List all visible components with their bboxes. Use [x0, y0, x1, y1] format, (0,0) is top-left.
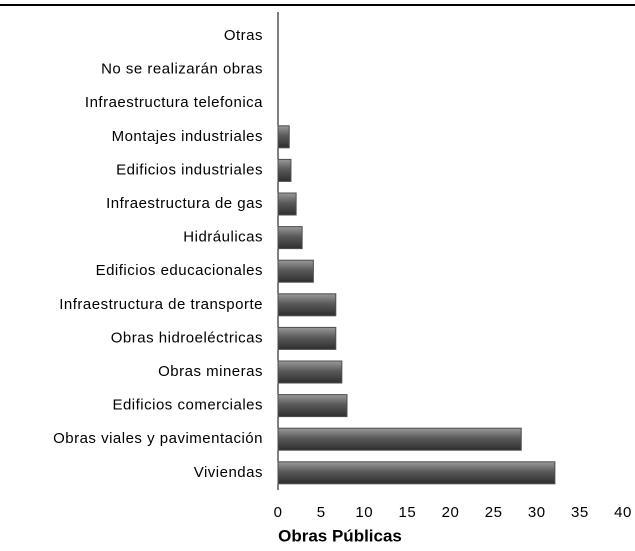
- x-tick-label: 10: [355, 504, 373, 521]
- y-tick-label: Infraestructura de transporte: [59, 296, 263, 313]
- bar: [277, 461, 556, 485]
- x-tick-label: 20: [442, 504, 460, 521]
- y-tick-label: Obras viales y pavimentación: [53, 430, 263, 447]
- bar: [277, 158, 292, 182]
- bar: [277, 360, 343, 384]
- y-tick-label: Edificios industriales: [116, 161, 263, 178]
- y-tick-label: Hidráulicas: [183, 229, 263, 246]
- y-tick-label: Otras: [224, 27, 263, 44]
- bar: [277, 192, 297, 216]
- y-tick-label: Viviendas: [194, 464, 263, 481]
- bar: [277, 394, 348, 418]
- bar: [277, 326, 337, 350]
- bar: [277, 259, 314, 283]
- x-tick-label: 25: [485, 504, 503, 521]
- y-tick-label: Edificios comerciales: [112, 397, 263, 414]
- y-tick-label: Edificios educacionales: [96, 262, 263, 279]
- y-tick-label: Infraestructura telefonica: [85, 94, 263, 111]
- x-tick-label: 40: [614, 504, 632, 521]
- y-tick-label: Infraestructura de gas: [106, 195, 263, 212]
- x-axis-title: Obras Públicas: [278, 526, 402, 545]
- bar: [277, 427, 522, 451]
- bar: [277, 226, 303, 250]
- bar: [277, 125, 290, 149]
- y-tick-label: Montajes industriales: [112, 128, 263, 145]
- x-tick-label: 5: [317, 504, 326, 521]
- x-tick-label: 15: [399, 504, 417, 521]
- y-tick-label: No se realizarán obras: [101, 61, 263, 78]
- x-tick-label: 30: [528, 504, 546, 521]
- y-tick-label: Obras hidroeléctricas: [111, 329, 263, 346]
- bar: [277, 293, 337, 317]
- x-tick-label: 35: [571, 504, 589, 521]
- y-tick-label: Obras mineras: [158, 363, 263, 380]
- x-tick-label: 0: [274, 504, 283, 521]
